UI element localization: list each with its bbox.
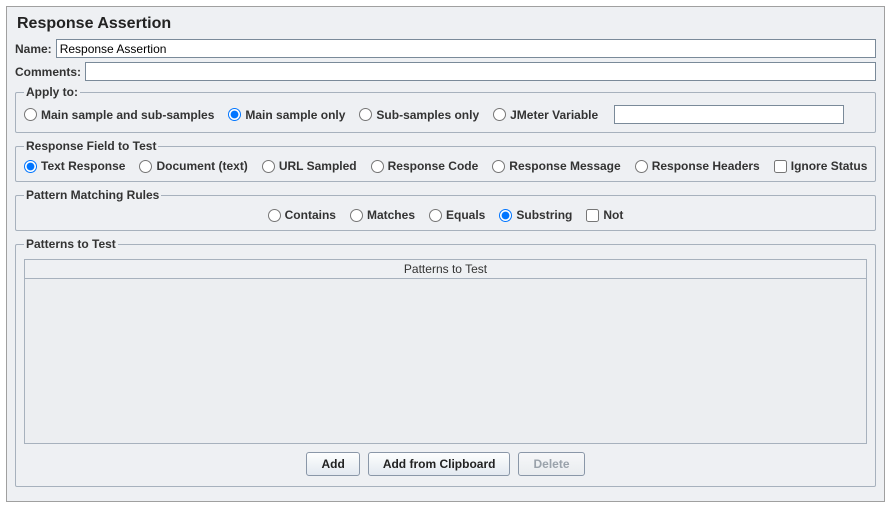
apply-to-group: Apply to: Main sample and sub-samples Ma… [15,85,876,133]
pr-not[interactable]: Not [586,208,623,222]
panel-title: Response Assertion [17,15,876,33]
rf-ignore-status-label: Ignore Status [791,159,868,173]
patterns-buttons: Add Add from Clipboard Delete [24,452,867,476]
jmeter-variable-input[interactable] [614,105,844,124]
pr-contains[interactable]: Contains [268,208,336,222]
rf-response-message-radio[interactable] [492,160,505,173]
rf-url-sampled-radio[interactable] [262,160,275,173]
rf-document-text-label: Document (text) [156,159,247,173]
comments-row: Comments: [15,62,876,81]
pattern-rules-options: Contains Matches Equals Substring Not [24,208,867,222]
pr-matches-radio[interactable] [350,209,363,222]
apply-to-main-and-sub[interactable]: Main sample and sub-samples [24,108,214,122]
pr-not-checkbox[interactable] [586,209,599,222]
rf-text-response-radio[interactable] [24,160,37,173]
add-from-clipboard-button[interactable]: Add from Clipboard [368,452,511,476]
delete-button[interactable]: Delete [518,452,584,476]
name-input[interactable] [56,39,876,58]
rf-response-code-label: Response Code [388,159,479,173]
apply-to-jmeter-var-radio[interactable] [493,108,506,121]
pr-substring[interactable]: Substring [499,208,572,222]
rf-text-response-label: Text Response [41,159,125,173]
apply-to-main-only-label: Main sample only [245,108,345,122]
rf-ignore-status[interactable]: Ignore Status [774,159,868,173]
pr-equals-radio[interactable] [429,209,442,222]
comments-label: Comments: [15,65,81,79]
rf-response-headers[interactable]: Response Headers [635,159,760,173]
name-label: Name: [15,42,52,56]
response-field-options: Text Response Document (text) URL Sample… [24,159,867,173]
pr-equals-label: Equals [446,208,485,222]
pattern-rules-legend: Pattern Matching Rules [24,188,161,202]
apply-to-main-and-sub-radio[interactable] [24,108,37,121]
pattern-rules-group: Pattern Matching Rules Contains Matches … [15,188,876,231]
apply-to-sub-only-label: Sub-samples only [376,108,479,122]
pr-substring-label: Substring [516,208,572,222]
patterns-group: Patterns to Test Patterns to Test Add Ad… [15,237,876,487]
name-row: Name: [15,39,876,58]
response-assertion-panel: Response Assertion Name: Comments: Apply… [6,6,885,502]
comments-input[interactable] [85,62,876,81]
apply-to-main-and-sub-label: Main sample and sub-samples [41,108,214,122]
rf-url-sampled-label: URL Sampled [279,159,357,173]
apply-to-jmeter-var[interactable]: JMeter Variable [493,108,598,122]
apply-to-main-only[interactable]: Main sample only [228,108,345,122]
rf-response-message-label: Response Message [509,159,620,173]
rf-response-headers-radio[interactable] [635,160,648,173]
patterns-legend: Patterns to Test [24,237,118,251]
pr-equals[interactable]: Equals [429,208,485,222]
pr-contains-radio[interactable] [268,209,281,222]
patterns-table: Patterns to Test [24,259,867,444]
apply-to-jmeter-var-label: JMeter Variable [510,108,598,122]
pr-matches-label: Matches [367,208,415,222]
apply-to-legend: Apply to: [24,85,80,99]
response-field-legend: Response Field to Test [24,139,158,153]
pr-substring-radio[interactable] [499,209,512,222]
rf-response-code[interactable]: Response Code [371,159,479,173]
apply-to-sub-only[interactable]: Sub-samples only [359,108,479,122]
rf-url-sampled[interactable]: URL Sampled [262,159,357,173]
apply-to-options: Main sample and sub-samples Main sample … [24,105,867,124]
rf-ignore-status-checkbox[interactable] [774,160,787,173]
response-field-group: Response Field to Test Text Response Doc… [15,139,876,182]
rf-response-headers-label: Response Headers [652,159,760,173]
pr-matches[interactable]: Matches [350,208,415,222]
patterns-table-body[interactable] [24,279,867,444]
pr-not-label: Not [603,208,623,222]
rf-document-text-radio[interactable] [139,160,152,173]
rf-response-message[interactable]: Response Message [492,159,620,173]
pr-contains-label: Contains [285,208,336,222]
rf-document-text[interactable]: Document (text) [139,159,247,173]
add-button[interactable]: Add [306,452,359,476]
rf-text-response[interactable]: Text Response [24,159,125,173]
apply-to-main-only-radio[interactable] [228,108,241,121]
apply-to-sub-only-radio[interactable] [359,108,372,121]
patterns-column-header: Patterns to Test [24,259,867,279]
rf-response-code-radio[interactable] [371,160,384,173]
